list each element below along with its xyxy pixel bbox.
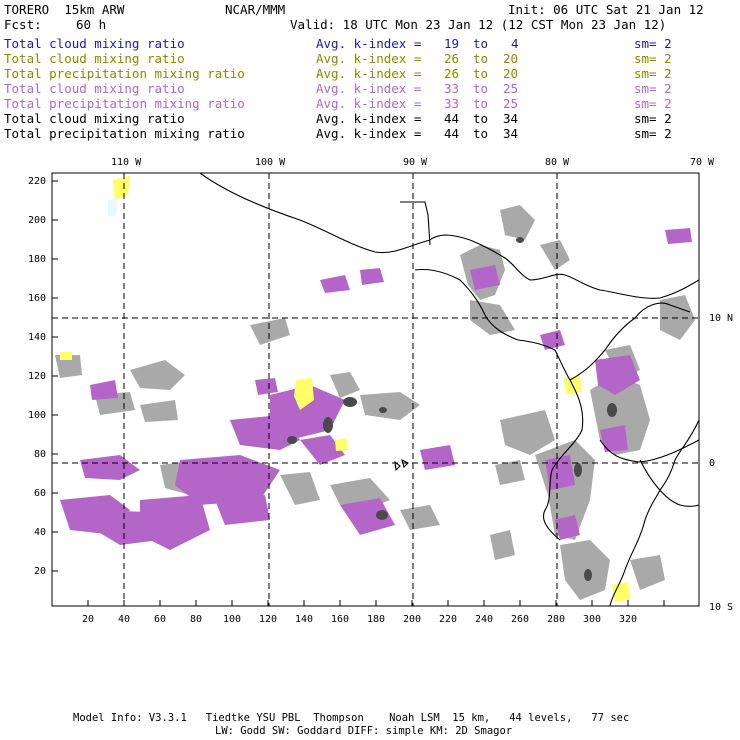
y-tick-label: 180	[28, 254, 47, 265]
legend-row-from: 33	[444, 81, 460, 96]
legend-row-from: 19	[444, 36, 460, 51]
y-tick-label: 80	[34, 449, 47, 460]
legend-row-field: Total cloud mixing ratio	[4, 81, 185, 96]
legend-row-end: 25	[503, 81, 519, 96]
lon-label: 110 W	[111, 157, 142, 168]
x-tick-label: 180	[367, 614, 386, 625]
legend-row-sm: sm= 2	[634, 81, 672, 96]
y-tick-label: 140	[28, 332, 47, 343]
model-info: Model Info: V3.3.1 Tiedtke YSU PBL Thomp…	[73, 712, 630, 724]
y-tick-label: 60	[34, 488, 47, 499]
legend-row-kindex: Avg. k-index =	[316, 111, 422, 126]
legend-row-kindex: Avg. k-index =	[316, 126, 422, 141]
y-tick-label: 100	[28, 410, 47, 421]
legend-row-sm: sm= 2	[634, 51, 672, 66]
x-tick-label: 280	[547, 614, 566, 625]
legend-row-to: to	[473, 81, 489, 96]
legend-row-end: 4	[511, 36, 519, 51]
legend-row-from: 33	[444, 96, 460, 111]
y-tick-label: 160	[28, 293, 47, 304]
legend-row-end: 20	[503, 51, 519, 66]
legend-row-kindex: Avg. k-index =	[316, 51, 422, 66]
legend-row-kindex: Avg. k-index =	[316, 81, 422, 96]
init-time: Init: 06 UTC Sat 21 Jan 12	[508, 2, 704, 17]
x-tick-label: 20	[82, 614, 95, 625]
valid-time: Valid: 18 UTC Mon 23 Jan 12 (12 CST Mon …	[290, 17, 667, 32]
legend-row-end: 25	[503, 96, 519, 111]
x-tick-label: 80	[190, 614, 203, 625]
x-tick-label: 220	[439, 614, 458, 625]
x-tick-label: 160	[331, 614, 350, 625]
y-tick-label: 200	[28, 215, 47, 226]
lat-label: 0	[709, 458, 716, 469]
organization: NCAR/MMM	[225, 2, 286, 17]
x-tick-label: 260	[511, 614, 530, 625]
legend-row-sm: sm= 2	[634, 96, 672, 111]
x-tick-label: 40	[118, 614, 131, 625]
legend-row-sm: sm= 2	[634, 126, 672, 141]
legend-row-sm: sm= 2	[634, 66, 672, 81]
x-tick-label: 120	[259, 614, 278, 625]
legend-row-sm: sm= 2	[634, 111, 672, 126]
legend-row-to: to	[473, 36, 489, 51]
x-tick-label: 200	[403, 614, 422, 625]
x-tick-label: 320	[619, 614, 638, 625]
legend-row-end: 20	[503, 66, 519, 81]
y-tick-label: 120	[28, 371, 47, 382]
legend-row-kindex: Avg. k-index =	[316, 36, 422, 51]
y-tick-label: 20	[34, 566, 47, 577]
legend-row-to: to	[473, 111, 489, 126]
legend-row-to: to	[473, 126, 489, 141]
legend-row-to: to	[473, 66, 489, 81]
legend-row-field: Total precipitation mixing ratio	[4, 66, 245, 81]
fcst-value: 60 h	[76, 17, 107, 32]
lat-label: 10 S	[709, 602, 734, 613]
legend-row-end: 34	[503, 111, 519, 126]
legend-row-from: 44	[444, 126, 460, 141]
physics-info: LW: Godd SW: Goddard DIFF: simple KM: 2D…	[215, 725, 513, 737]
lon-label: 90 W	[403, 157, 428, 168]
lon-label: 70 W	[690, 157, 715, 168]
model-title: TORERO 15km ARW	[4, 2, 125, 17]
legend-row-end: 34	[503, 126, 519, 141]
legend-row-to: to	[473, 96, 489, 111]
x-tick-label: 100	[223, 614, 242, 625]
x-tick-label: 140	[295, 614, 314, 625]
fcst-label: Fcst:	[4, 17, 42, 32]
legend-row-kindex: Avg. k-index =	[316, 66, 422, 81]
lat-label: 10 N	[709, 313, 734, 324]
legend-row-field: Total cloud mixing ratio	[4, 111, 185, 126]
legend-row-from: 26	[444, 51, 460, 66]
legend-row-sm: sm= 2	[634, 36, 672, 51]
cloud-field	[52, 173, 699, 606]
y-tick-label: 220	[28, 176, 47, 187]
legend-row-from: 44	[444, 111, 460, 126]
x-tick-label: 60	[154, 614, 167, 625]
legend-row-to: to	[473, 51, 489, 66]
legend-row-field: Total precipitation mixing ratio	[4, 126, 245, 141]
lon-label: 80 W	[545, 157, 570, 168]
y-tick-label: 40	[34, 527, 47, 538]
x-tick-label: 300	[583, 614, 602, 625]
legend-row-field: Total cloud mixing ratio	[4, 51, 185, 66]
legend-row-kindex: Avg. k-index =	[316, 96, 422, 111]
x-tick-label: 240	[475, 614, 494, 625]
legend-row-field: Total precipitation mixing ratio	[4, 96, 245, 111]
lon-label: 100 W	[255, 157, 286, 168]
legend-row-from: 26	[444, 66, 460, 81]
legend-row-field: Total cloud mixing ratio	[4, 36, 185, 51]
